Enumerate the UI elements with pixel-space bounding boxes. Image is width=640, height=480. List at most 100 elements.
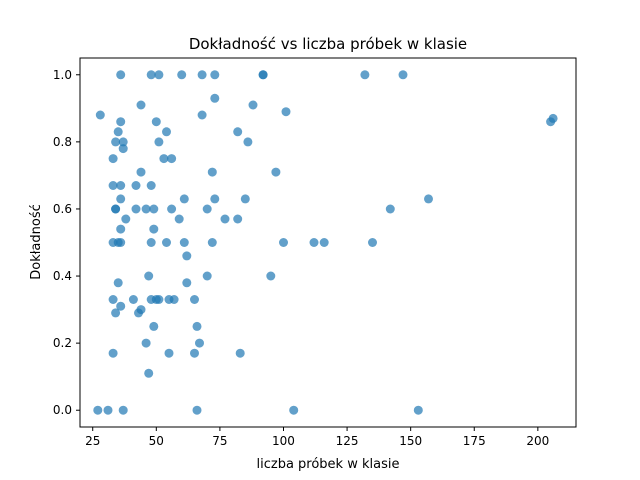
data-point-94 bbox=[177, 70, 187, 80]
data-point-86 bbox=[197, 110, 207, 120]
data-point-19 bbox=[108, 295, 118, 304]
data-point-40 bbox=[279, 238, 288, 247]
data-point-43 bbox=[368, 238, 377, 247]
data-point-20 bbox=[128, 295, 138, 304]
data-point-71 bbox=[167, 154, 177, 164]
data-point-17 bbox=[136, 305, 146, 315]
data-point-7 bbox=[108, 348, 118, 358]
data-point-75 bbox=[118, 137, 128, 147]
data-point-2 bbox=[118, 405, 128, 415]
x-axis-label: liczba próbek w klasie bbox=[257, 457, 400, 472]
data-point-37 bbox=[162, 238, 171, 247]
y-tick-label-5: 1.0 bbox=[53, 68, 72, 82]
data-point-73 bbox=[118, 144, 128, 154]
data-point-79 bbox=[162, 127, 171, 137]
data-point-41 bbox=[309, 238, 319, 247]
data-point-61 bbox=[240, 194, 250, 204]
x-tick-label-25: 25 bbox=[85, 434, 100, 448]
data-point-69 bbox=[271, 167, 281, 177]
x-axis: 25 50 75 100 125 150 175 200 bbox=[85, 427, 549, 448]
data-point-26 bbox=[190, 295, 199, 304]
data-point-3 bbox=[192, 405, 202, 415]
data-point-63 bbox=[108, 181, 118, 190]
data-point-74 bbox=[111, 137, 121, 147]
data-point-65 bbox=[131, 181, 141, 190]
data-point-32 bbox=[182, 251, 192, 261]
data-point-4 bbox=[289, 405, 299, 415]
data-point-87 bbox=[281, 107, 291, 117]
data-point-6 bbox=[144, 368, 154, 378]
data-point-35 bbox=[116, 238, 126, 247]
data-point-76 bbox=[154, 137, 164, 147]
y-tick-label-3: 0.6 bbox=[53, 202, 72, 216]
y-tick-label-1: 0.2 bbox=[53, 336, 72, 350]
data-point-96 bbox=[210, 70, 220, 80]
data-point-62 bbox=[424, 194, 433, 204]
data-point-28 bbox=[182, 278, 192, 288]
data-point-25 bbox=[169, 295, 179, 304]
data-point-9 bbox=[190, 348, 199, 358]
y-tick-label-2: 0.4 bbox=[53, 269, 72, 283]
data-point-66 bbox=[146, 181, 156, 190]
data-point-89 bbox=[248, 100, 258, 110]
data-point-0 bbox=[93, 405, 103, 415]
x-tick-label-125: 125 bbox=[336, 434, 359, 448]
y-tick-label-4: 0.8 bbox=[53, 135, 72, 149]
data-point-31 bbox=[266, 271, 276, 281]
data-point-99 bbox=[360, 70, 370, 80]
data-point-8 bbox=[164, 348, 174, 358]
data-point-77 bbox=[243, 137, 253, 147]
data-point-72 bbox=[108, 154, 118, 164]
x-tick-label-175: 175 bbox=[463, 434, 486, 448]
data-point-80 bbox=[233, 127, 243, 137]
data-point-49 bbox=[233, 214, 243, 224]
data-point-92 bbox=[146, 70, 156, 80]
data-point-84 bbox=[548, 113, 558, 123]
y-axis: 0.0 0.2 0.4 0.6 0.8 1.0 bbox=[53, 68, 80, 417]
data-point-36 bbox=[146, 238, 156, 247]
data-point-82 bbox=[151, 117, 161, 127]
data-point-1 bbox=[103, 405, 113, 415]
data-point-53 bbox=[141, 204, 151, 214]
data-point-85 bbox=[95, 110, 105, 120]
data-point-59 bbox=[179, 194, 189, 204]
data-point-54 bbox=[149, 204, 159, 214]
x-tick-label-200: 200 bbox=[526, 434, 549, 448]
data-point-39 bbox=[207, 238, 217, 247]
data-point-48 bbox=[220, 214, 230, 224]
data-point-44 bbox=[149, 224, 159, 234]
data-point-11 bbox=[141, 338, 151, 348]
data-point-70 bbox=[159, 154, 169, 164]
data-point-90 bbox=[210, 93, 220, 103]
data-point-14 bbox=[192, 321, 202, 331]
chart-title: Dokładność vs liczba próbek w klasie bbox=[189, 35, 467, 53]
data-point-100 bbox=[398, 70, 408, 80]
data-point-55 bbox=[167, 204, 177, 214]
data-point-88 bbox=[136, 100, 146, 110]
y-axis-label: Dokładność bbox=[29, 204, 44, 280]
data-point-18 bbox=[116, 301, 126, 311]
data-point-12 bbox=[195, 338, 204, 348]
data-point-64 bbox=[116, 181, 126, 190]
data-point-10 bbox=[235, 348, 245, 358]
data-point-56 bbox=[202, 204, 212, 214]
x-tick-label-50: 50 bbox=[149, 434, 164, 448]
data-point-52 bbox=[131, 204, 141, 214]
data-point-47 bbox=[174, 214, 184, 224]
data-point-67 bbox=[136, 167, 146, 177]
data-point-27 bbox=[113, 278, 123, 288]
data-point-51 bbox=[111, 204, 121, 214]
data-point-78 bbox=[113, 127, 123, 137]
data-point-93 bbox=[154, 70, 164, 80]
data-point-91 bbox=[116, 70, 126, 80]
data-point-60 bbox=[210, 194, 220, 204]
data-point-81 bbox=[116, 117, 126, 127]
data-point-46 bbox=[121, 214, 131, 224]
data-point-13 bbox=[149, 321, 159, 331]
points-layer bbox=[93, 70, 558, 415]
y-tick-label-0: 0.0 bbox=[53, 403, 72, 417]
x-tick-label-150: 150 bbox=[399, 434, 422, 448]
data-point-29 bbox=[144, 271, 154, 281]
data-point-57 bbox=[385, 204, 395, 214]
data-point-68 bbox=[207, 167, 217, 177]
